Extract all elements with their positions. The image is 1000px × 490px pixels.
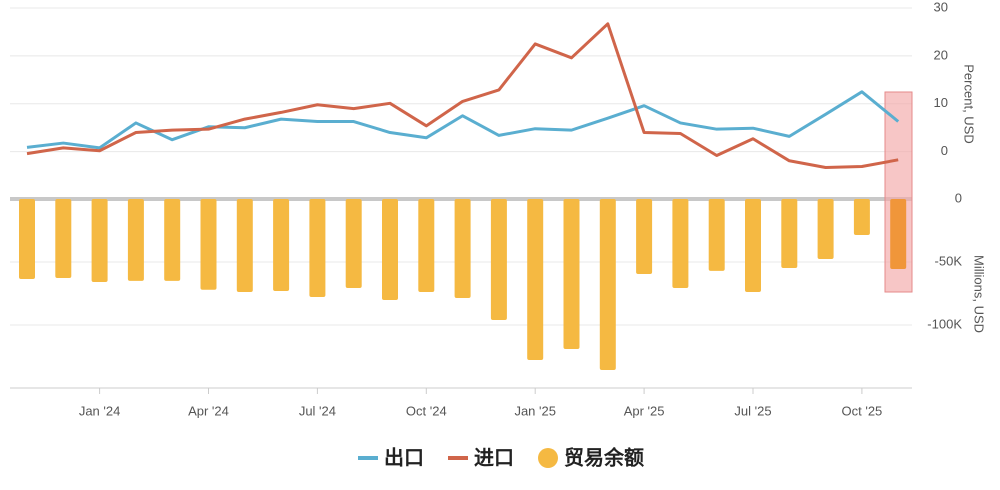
y-tick-label: -100K (927, 316, 962, 331)
legend-label: 出口 (384, 446, 424, 470)
y-tick-label: -50K (935, 253, 963, 268)
bar (563, 199, 580, 349)
bar (127, 199, 144, 281)
bar (345, 199, 362, 288)
x-tick-label: Apr '24 (188, 403, 229, 418)
y-tick-label: 0 (941, 143, 948, 158)
bar (418, 199, 435, 292)
legend-label: 贸易余额 (564, 446, 644, 470)
x-tick-label: Jan '24 (79, 403, 121, 418)
bar (527, 199, 544, 361)
bar (164, 199, 181, 281)
legend-label: 进口 (474, 446, 514, 470)
y-tick-label: 20 (934, 47, 948, 62)
bar (236, 199, 253, 292)
y-tick-label: 10 (934, 95, 948, 110)
marks (19, 22, 907, 370)
line (26, 22, 899, 169)
bar (200, 199, 217, 290)
bar (672, 199, 689, 288)
bar (19, 199, 35, 280)
legend-swatch (538, 448, 558, 468)
bar (599, 199, 616, 370)
bar (273, 199, 290, 291)
bar (382, 199, 398, 301)
bar (817, 199, 834, 259)
x-tick-label: Jul '24 (299, 403, 336, 418)
bar (309, 199, 326, 298)
line (26, 90, 900, 150)
x-tick-label: Jan '25 (514, 403, 556, 418)
bar (890, 199, 907, 270)
bar (636, 199, 653, 274)
bar (490, 199, 507, 320)
y-axis-title: Millions, USD (972, 255, 987, 333)
y-tick-label: 30 (934, 0, 948, 14)
bar (55, 199, 72, 279)
y-tick-label: 0 (955, 190, 962, 205)
x-tick-label: Oct '24 (406, 403, 447, 418)
bar (454, 199, 471, 299)
x-tick-label: Jul '25 (734, 403, 771, 418)
bar (91, 199, 108, 283)
bar (745, 199, 761, 292)
bar (853, 199, 870, 236)
y-axis-title: Percent, USD (962, 64, 977, 143)
x-tick-label: Apr '25 (624, 403, 665, 418)
bar (708, 199, 725, 271)
x-tick-label: Oct '25 (842, 403, 883, 418)
bar (781, 199, 798, 269)
